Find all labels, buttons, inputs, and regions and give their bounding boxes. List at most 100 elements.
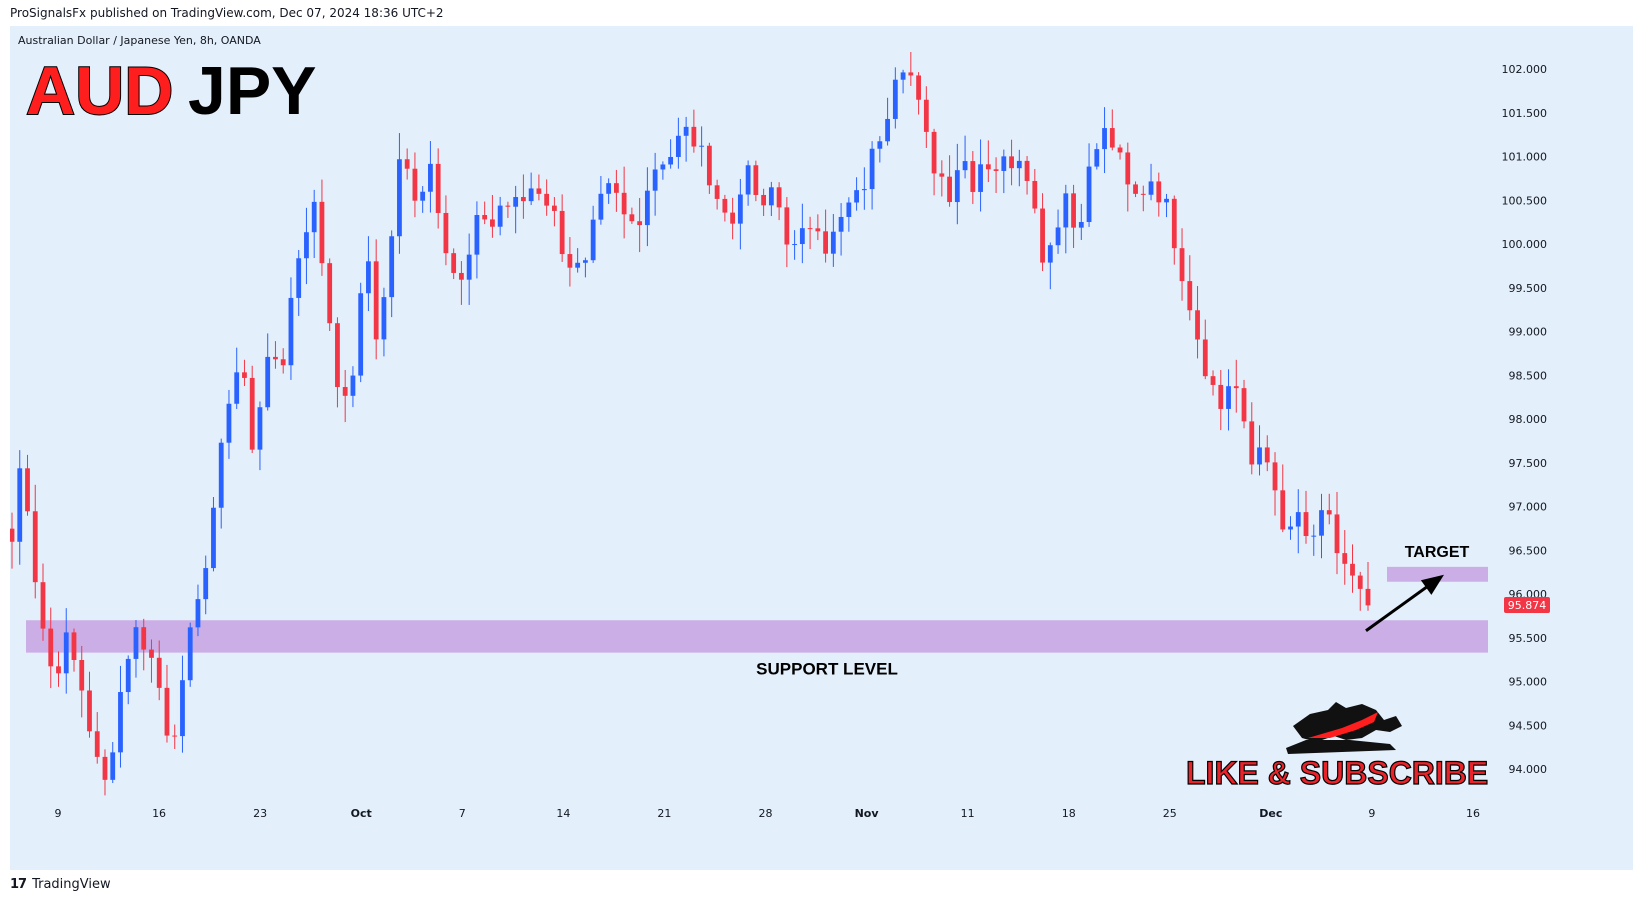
candlestick-chart[interactable]: 102.000 101.500 101.000 100.500 100.000 99.50…	[10, 26, 1633, 870]
candle-body	[218, 442, 224, 508]
candle-body	[110, 752, 116, 780]
candle-body	[590, 219, 596, 261]
x-tick-label: 7	[459, 807, 466, 820]
candle	[1210, 370, 1216, 396]
title-aud: AUD	[26, 53, 173, 129]
candle	[552, 197, 557, 227]
candle	[32, 484, 38, 599]
candle-body	[908, 72, 914, 76]
candle	[381, 287, 387, 357]
y-tick-label: 99.000	[1509, 326, 1548, 339]
candle	[280, 348, 286, 374]
candle	[761, 188, 767, 217]
candle-body	[1202, 339, 1208, 377]
candle	[497, 196, 503, 236]
candle	[1257, 425, 1262, 476]
y-tick-label: 102.000	[1502, 63, 1548, 76]
candle	[25, 454, 30, 516]
candle	[947, 155, 952, 207]
candle	[613, 169, 619, 212]
candle	[443, 195, 449, 266]
chart-title: AUD JPY	[25, 52, 317, 130]
candle	[970, 151, 976, 205]
candle-body	[156, 657, 162, 688]
y-tick-label: 94.500	[1509, 719, 1548, 732]
candle	[1024, 156, 1030, 195]
candle-body	[265, 356, 271, 408]
candle	[1102, 107, 1107, 174]
arrow-accent-icon	[1308, 712, 1378, 738]
candle-body	[397, 159, 402, 237]
candle-body	[249, 377, 255, 450]
candle	[1164, 193, 1169, 218]
candle	[629, 207, 635, 224]
candle	[211, 497, 216, 572]
candle-body	[1226, 386, 1231, 409]
candle-body	[296, 258, 302, 298]
candle-body	[1272, 462, 1278, 491]
candle-body	[544, 193, 550, 206]
candle	[861, 167, 867, 210]
candle	[40, 563, 46, 641]
candle	[1226, 369, 1231, 431]
candle-body	[1249, 421, 1255, 465]
candle	[1319, 493, 1324, 559]
candle	[706, 142, 712, 194]
candle-body	[970, 161, 976, 192]
candle	[1009, 139, 1014, 186]
candle-body	[71, 632, 77, 660]
candle	[1218, 369, 1224, 431]
candle-body	[861, 189, 867, 191]
candle-body	[916, 75, 921, 100]
chart-container[interactable]: 102.000 101.500 101.000 100.500 100.000 99.50…	[10, 26, 1633, 870]
candle-body	[1342, 553, 1348, 564]
candle	[559, 194, 565, 262]
candle-body	[350, 375, 356, 396]
candle-body	[521, 197, 526, 202]
candle-body	[358, 293, 364, 376]
candle	[474, 201, 480, 279]
candle	[172, 724, 178, 749]
candle-body	[1288, 526, 1293, 530]
x-tick-label: 23	[253, 807, 267, 820]
candle	[660, 161, 666, 180]
candle-body	[1257, 447, 1262, 465]
candle-body	[954, 170, 960, 203]
candle	[71, 628, 77, 672]
candle-body	[792, 244, 798, 246]
candle	[1342, 530, 1348, 585]
candle	[1233, 359, 1239, 413]
candle-body	[381, 297, 387, 340]
candle-body	[226, 403, 232, 443]
candle	[931, 128, 937, 196]
candle	[342, 369, 348, 423]
candle	[505, 201, 511, 218]
candle	[311, 189, 317, 259]
candle-body	[613, 183, 619, 193]
plot-background	[10, 26, 1633, 826]
y-tick-label: 97.500	[1509, 457, 1548, 470]
candle	[1094, 143, 1100, 170]
candle-body	[985, 164, 991, 170]
candle-body	[846, 202, 852, 217]
candle	[490, 195, 495, 238]
tradingview-footer[interactable]: 17 TradingView	[10, 877, 111, 892]
bull-logo	[1286, 702, 1402, 754]
candle	[737, 178, 743, 250]
candle	[792, 230, 798, 260]
y-tick-label: 100.000	[1502, 238, 1548, 251]
candle-body	[1125, 152, 1131, 185]
candle-body	[497, 205, 503, 227]
candle-body	[753, 165, 759, 195]
candle	[1078, 203, 1084, 240]
candle	[544, 179, 550, 216]
candle-body	[993, 169, 999, 171]
candle	[838, 203, 844, 256]
candle	[799, 203, 805, 264]
candle-body	[40, 582, 46, 629]
candle	[730, 197, 736, 240]
subscribe-text: LIKE & SUBSCRIBE	[1186, 755, 1488, 791]
candle-body	[118, 692, 123, 753]
candle-body	[203, 568, 209, 600]
publisher-line: ProSignalsFx published on TradingView.co…	[10, 6, 444, 20]
